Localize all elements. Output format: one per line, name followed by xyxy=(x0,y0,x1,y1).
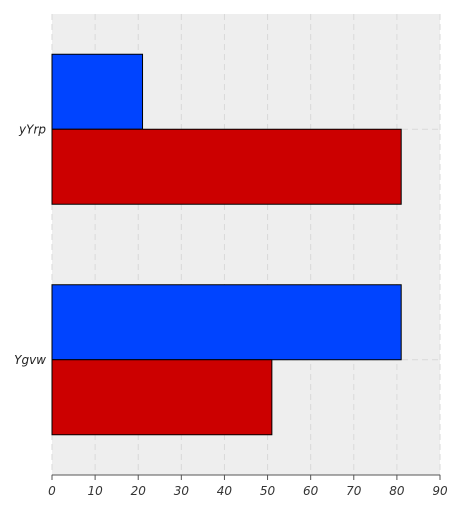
x-axis: 0 10 20 30 40 50 60 70 80 90 xyxy=(48,474,448,498)
y-category-label: Ygvw xyxy=(14,353,46,367)
x-tick-label: 60 xyxy=(303,484,319,498)
x-tick-label: 0 xyxy=(48,484,56,498)
bar-Ygvw-series-1 xyxy=(51,284,402,361)
bars xyxy=(51,53,402,436)
category-labels: yYrp Ygvw xyxy=(14,122,46,367)
bar-yYrp-series-1 xyxy=(51,53,144,130)
x-tick-label: 50 xyxy=(260,484,276,498)
x-tick-label: 40 xyxy=(217,484,233,498)
x-tick-label: 80 xyxy=(389,484,405,498)
y-category-label: yYrp xyxy=(18,122,46,136)
x-tick-label: 30 xyxy=(174,484,190,498)
x-tick-label: 90 xyxy=(432,484,448,498)
x-tick-label: 10 xyxy=(87,484,103,498)
bar-Ygvw-series-2 xyxy=(51,359,273,436)
x-tick-label: 70 xyxy=(346,484,362,498)
bar-yYrp-series-2 xyxy=(51,128,402,205)
x-tick-label: 20 xyxy=(131,484,147,498)
